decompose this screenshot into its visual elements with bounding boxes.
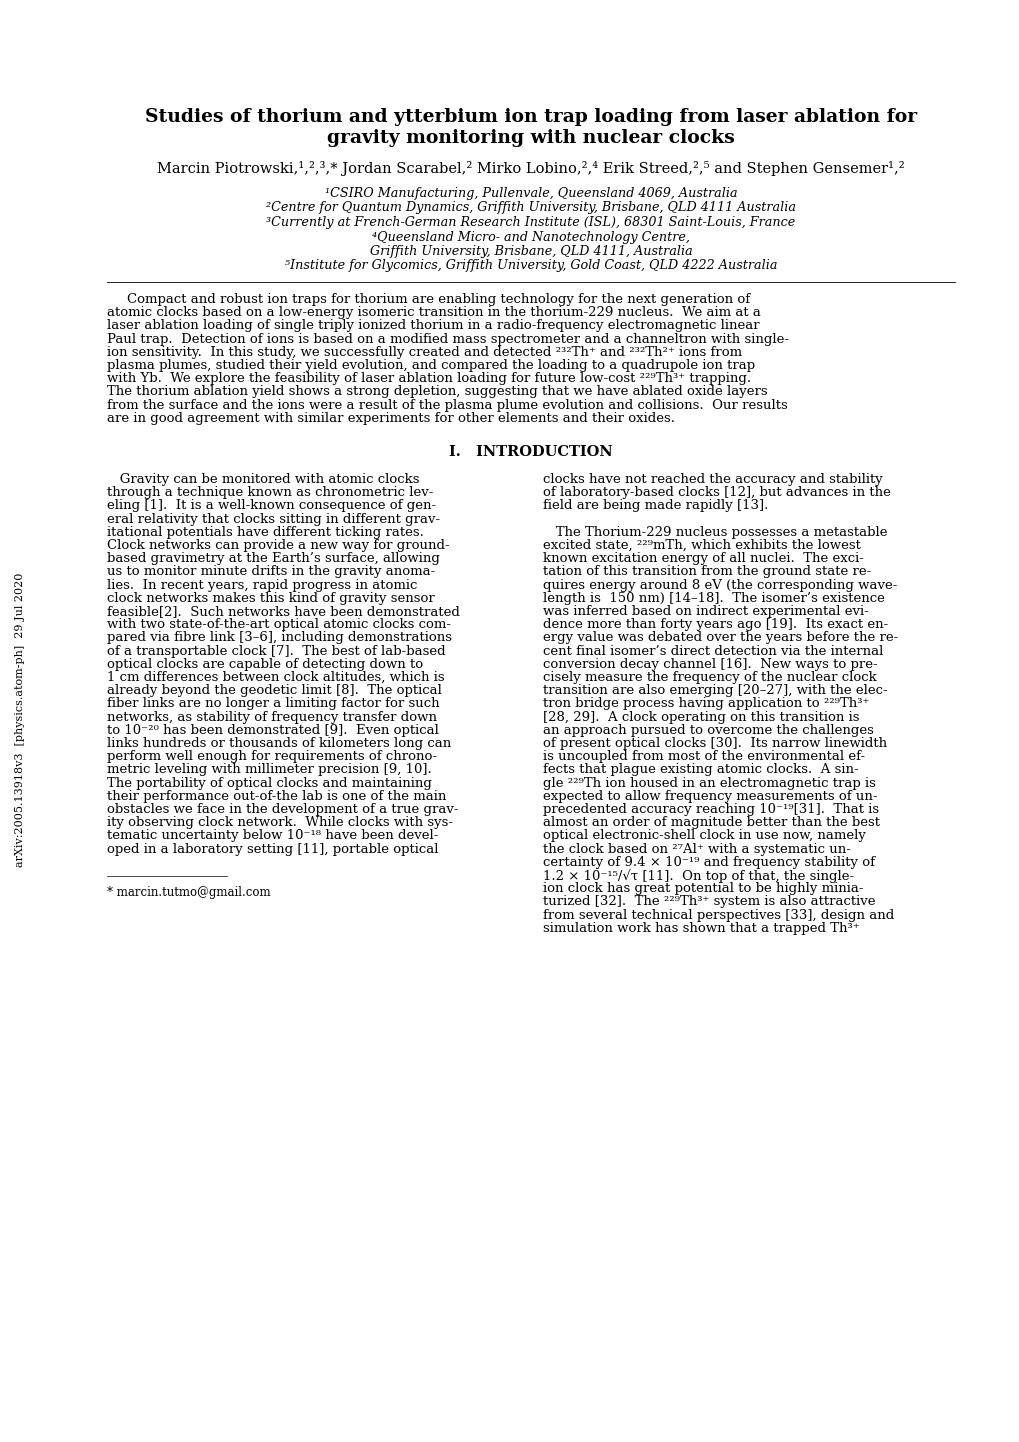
Text: tation of this transition from the ground state re-: tation of this transition from the groun… — [543, 565, 871, 578]
Text: pared via fibre link [3–6], including demonstrations: pared via fibre link [3–6], including de… — [107, 632, 451, 645]
Text: arXiv:2005.13918v3  [physics.atom-ph]  29 Jul 2020: arXiv:2005.13918v3 [physics.atom-ph] 29 … — [15, 572, 25, 867]
Text: eling [1].  It is a well-known consequence of gen-: eling [1]. It is a well-known consequenc… — [107, 499, 436, 512]
Text: ion sensitivity.  In this study, we successfully created and detected ²³²Th⁺ and: ion sensitivity. In this study, we succe… — [107, 346, 742, 359]
Text: obstacles we face in the development of a true grav-: obstacles we face in the development of … — [107, 803, 459, 816]
Text: ²Centre for Quantum Dynamics, Griffith University, Brisbane, QLD 4111 Australia: ²Centre for Quantum Dynamics, Griffith U… — [266, 202, 795, 215]
Text: gravity monitoring with nuclear clocks: gravity monitoring with nuclear clocks — [327, 128, 734, 147]
Text: ¹CSIRO Manufacturing, Pullenvale, Queensland 4069, Australia: ¹CSIRO Manufacturing, Pullenvale, Queens… — [324, 187, 737, 200]
Text: ³Currently at French-German Research Institute (ISL), 68301 Saint-Louis, France: ³Currently at French-German Research Ins… — [266, 216, 795, 229]
Text: dence more than forty years ago [19].  Its exact en-: dence more than forty years ago [19]. It… — [543, 619, 888, 632]
Text: with Yb.  We explore the feasibility of laser ablation loading for future low-co: with Yb. We explore the feasibility of l… — [107, 372, 750, 385]
Text: ⁴Queensland Micro- and Nanotechnology Centre,: ⁴Queensland Micro- and Nanotechnology Ce… — [372, 231, 689, 244]
Text: Compact and robust ion traps for thorium are enabling technology for the next ge: Compact and robust ion traps for thorium… — [127, 293, 749, 306]
Text: itational potentials have different ticking rates.: itational potentials have different tick… — [107, 526, 424, 539]
Text: eral relativity that clocks sitting in different grav-: eral relativity that clocks sitting in d… — [107, 512, 439, 525]
Text: with two state-of-the-art optical atomic clocks com-: with two state-of-the-art optical atomic… — [107, 619, 450, 632]
Text: oped in a laboratory setting [11], portable optical: oped in a laboratory setting [11], porta… — [107, 842, 438, 855]
Text: optical electronic-shell clock in use now, namely: optical electronic-shell clock in use no… — [543, 829, 865, 842]
Text: lies.  In recent years, rapid progress in atomic: lies. In recent years, rapid progress in… — [107, 578, 417, 591]
Text: are in good agreement with similar experiments for other elements and their oxid: are in good agreement with similar exper… — [107, 412, 675, 425]
Text: based gravimetry at the Earth’s surface, allowing: based gravimetry at the Earth’s surface,… — [107, 552, 439, 565]
Text: fiber links are no longer a limiting factor for such: fiber links are no longer a limiting fac… — [107, 698, 439, 711]
Text: quires energy around 8 eV (the corresponding wave-: quires energy around 8 eV (the correspon… — [543, 578, 897, 591]
Text: expected to allow frequency measurements of un-: expected to allow frequency measurements… — [543, 790, 877, 803]
Text: The thorium ablation yield shows a strong depletion, suggesting that we have abl: The thorium ablation yield shows a stron… — [107, 385, 767, 398]
Text: conversion decay channel [16].  New ways to pre-: conversion decay channel [16]. New ways … — [543, 658, 877, 671]
Text: simulation work has shown that a trapped Th³⁺: simulation work has shown that a trapped… — [543, 921, 859, 934]
Text: of present optical clocks [30].  Its narrow linewidth: of present optical clocks [30]. Its narr… — [543, 737, 887, 750]
Text: clocks have not reached the accuracy and stability: clocks have not reached the accuracy and… — [543, 473, 882, 486]
Text: excited state, ²²⁹mTh, which exhibits the lowest: excited state, ²²⁹mTh, which exhibits th… — [543, 539, 860, 552]
Text: an approach pursued to overcome the challenges: an approach pursued to overcome the chal… — [543, 724, 873, 737]
Text: is uncoupled from most of the environmental ef-: is uncoupled from most of the environmen… — [543, 750, 865, 763]
Text: ity observing clock network.  While clocks with sys-: ity observing clock network. While clock… — [107, 816, 452, 829]
Text: Gravity can be monitored with atomic clocks: Gravity can be monitored with atomic clo… — [107, 473, 419, 486]
Text: almost an order of magnitude better than the best: almost an order of magnitude better than… — [543, 816, 879, 829]
Text: 1 cm differences between clock altitudes, which is: 1 cm differences between clock altitudes… — [107, 671, 444, 684]
Text: * marcin.tutmo@gmail.com: * marcin.tutmo@gmail.com — [107, 885, 270, 898]
Text: Marcin Piotrowski,¹,²,³,* Jordan Scarabel,² Mirko Lobino,²,⁴ Erik Streed,²,⁵ and: Marcin Piotrowski,¹,²,³,* Jordan Scarabe… — [157, 162, 904, 176]
Text: laser ablation loading of single triply ionized thorium in a radio-frequency ele: laser ablation loading of single triply … — [107, 319, 759, 333]
Text: tematic uncertainty below 10⁻¹⁸ have been devel-: tematic uncertainty below 10⁻¹⁸ have bee… — [107, 829, 438, 842]
Text: I.   INTRODUCTION: I. INTRODUCTION — [448, 446, 612, 459]
Text: fects that plague existing atomic clocks.  A sin-: fects that plague existing atomic clocks… — [543, 763, 858, 776]
Text: us to monitor minute drifts in the gravity anoma-: us to monitor minute drifts in the gravi… — [107, 565, 435, 578]
Text: was inferred based on indirect experimental evi-: was inferred based on indirect experimen… — [543, 606, 868, 619]
Text: networks, as stability of frequency transfer down: networks, as stability of frequency tran… — [107, 711, 436, 724]
Text: ergy value was debated over the years before the re-: ergy value was debated over the years be… — [543, 632, 898, 645]
Text: field are being made rapidly [13].: field are being made rapidly [13]. — [543, 499, 768, 512]
Text: The Thorium-229 nucleus possesses a metastable: The Thorium-229 nucleus possesses a meta… — [543, 526, 888, 539]
Text: from the surface and the ions were a result of the plasma plume evolution and co: from the surface and the ions were a res… — [107, 398, 787, 411]
Text: of laboratory-based clocks [12], but advances in the: of laboratory-based clocks [12], but adv… — [543, 486, 891, 499]
Text: the clock based on ²⁷Al⁺ with a systematic un-: the clock based on ²⁷Al⁺ with a systemat… — [543, 842, 851, 855]
Text: of a transportable clock [7].  The best of lab-based: of a transportable clock [7]. The best o… — [107, 645, 445, 658]
Text: already beyond the geodetic limit [8].  The optical: already beyond the geodetic limit [8]. T… — [107, 684, 441, 696]
Text: plasma plumes, studied their yield evolution, and compared the loading to a quad: plasma plumes, studied their yield evolu… — [107, 359, 754, 372]
Text: Studies of thorium and ytterbium ion trap loading from laser ablation for: Studies of thorium and ytterbium ion tra… — [145, 108, 916, 125]
Text: 1.2 × 10⁻¹⁵/√τ [11].  On top of that, the single-: 1.2 × 10⁻¹⁵/√τ [11]. On top of that, the… — [543, 870, 854, 883]
Text: cisely measure the frequency of the nuclear clock: cisely measure the frequency of the nucl… — [543, 671, 876, 684]
Text: ⁵Institute for Glycomics, Griffith University, Gold Coast, QLD 4222 Australia: ⁵Institute for Glycomics, Griffith Unive… — [284, 260, 776, 273]
Text: clock networks makes this kind of gravity sensor: clock networks makes this kind of gravit… — [107, 591, 434, 604]
Text: links hundreds or thousands of kilometers long can: links hundreds or thousands of kilometer… — [107, 737, 450, 750]
Text: metric leveling with millimeter precision [9, 10].: metric leveling with millimeter precisio… — [107, 763, 431, 776]
Text: Clock networks can provide a new way for ground-: Clock networks can provide a new way for… — [107, 539, 449, 552]
Text: optical clocks are capable of detecting down to: optical clocks are capable of detecting … — [107, 658, 423, 671]
Text: The portability of optical clocks and maintaining: The portability of optical clocks and ma… — [107, 777, 431, 790]
Text: atomic clocks based on a low-energy isomeric transition in the thorium-229 nucle: atomic clocks based on a low-energy isom… — [107, 306, 760, 319]
Text: perform well enough for requirements of chrono-: perform well enough for requirements of … — [107, 750, 436, 763]
Text: through a technique known as chronometric lev-: through a technique known as chronometri… — [107, 486, 433, 499]
Text: tron bridge process having application to ²²⁹Th³⁺: tron bridge process having application t… — [543, 698, 869, 711]
Text: certainty of 9.4 × 10⁻¹⁹ and frequency stability of: certainty of 9.4 × 10⁻¹⁹ and frequency s… — [543, 855, 874, 868]
Text: Paul trap.  Detection of ions is based on a modified mass spectrometer and a cha: Paul trap. Detection of ions is based on… — [107, 333, 789, 346]
Text: gle ²²⁹Th ion housed in an electromagnetic trap is: gle ²²⁹Th ion housed in an electromagnet… — [543, 777, 875, 790]
Text: turized [32].  The ²²⁹Th³⁺ system is also attractive: turized [32]. The ²²⁹Th³⁺ system is also… — [543, 895, 875, 908]
Text: feasible[2].  Such networks have been demonstrated: feasible[2]. Such networks have been dem… — [107, 606, 460, 619]
Text: known excitation energy of all nuclei.  The exci-: known excitation energy of all nuclei. T… — [543, 552, 863, 565]
Text: to 10⁻²⁰ has been demonstrated [9].  Even optical: to 10⁻²⁰ has been demonstrated [9]. Even… — [107, 724, 438, 737]
Text: transition are also emerging [20–27], with the elec-: transition are also emerging [20–27], wi… — [543, 684, 888, 696]
Text: ion clock has great potential to be highly minia-: ion clock has great potential to be high… — [543, 883, 863, 895]
Text: cent final isomer’s direct detection via the internal: cent final isomer’s direct detection via… — [543, 645, 883, 658]
Text: Griffith University, Brisbane, QLD 4111, Australia: Griffith University, Brisbane, QLD 4111,… — [369, 245, 692, 258]
Text: length is  150 nm) [14–18].  The isomer’s existence: length is 150 nm) [14–18]. The isomer’s … — [543, 591, 884, 604]
Text: their performance out-of-the lab is one of the main: their performance out-of-the lab is one … — [107, 790, 446, 803]
Text: [28, 29].  A clock operating on this transition is: [28, 29]. A clock operating on this tran… — [543, 711, 859, 724]
Text: precedented accuracy reaching 10⁻¹⁹[31].  That is: precedented accuracy reaching 10⁻¹⁹[31].… — [543, 803, 878, 816]
Text: from several technical perspectives [33], design and: from several technical perspectives [33]… — [543, 908, 894, 921]
